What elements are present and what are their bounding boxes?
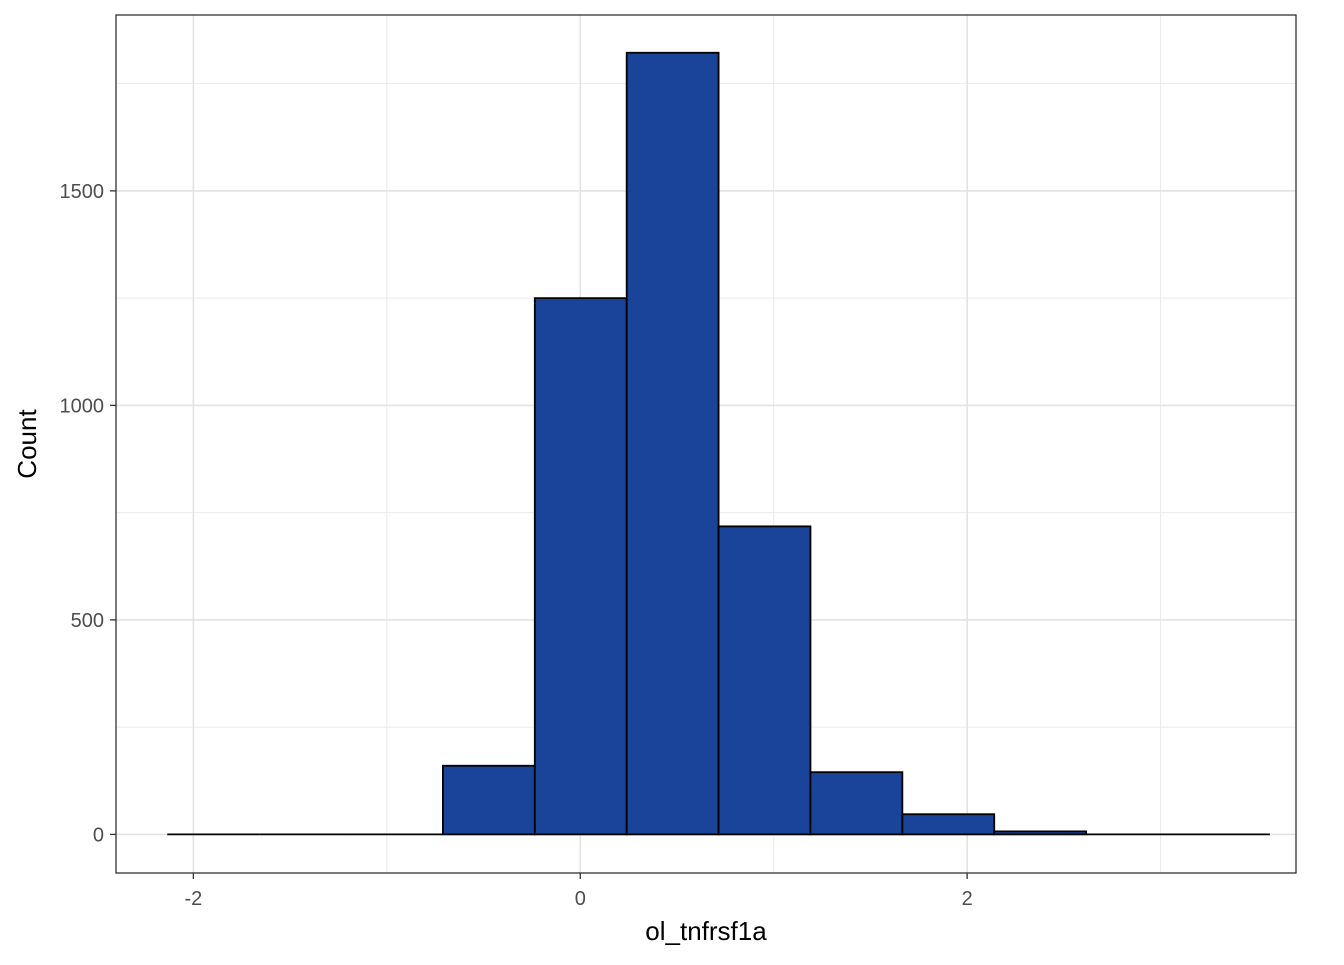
histogram-bar — [533, 297, 628, 836]
histogram-bar — [442, 764, 536, 836]
y-tick-label: 500 — [71, 610, 104, 632]
x-tick-label: 0 — [575, 888, 586, 910]
histogram-bars — [167, 51, 1270, 836]
x-tick-label: 2 — [962, 888, 973, 910]
histogram-bar — [625, 51, 720, 836]
x-axis-title: ol_tnfrsf1a — [645, 916, 767, 946]
histogram-bar — [901, 813, 996, 836]
histogram-bar — [809, 771, 904, 836]
panel-border — [115, 14, 1297, 874]
y-tick-label: 1500 — [60, 181, 105, 203]
y-tick-label: 1000 — [60, 395, 105, 417]
histogram-bar — [717, 525, 812, 836]
histogram-bar — [993, 830, 1088, 836]
y-axis-ticks: 0 500 1000 1500 — [60, 181, 116, 846]
x-tick-label: -2 — [184, 888, 202, 910]
y-tick-label: 0 — [93, 824, 104, 846]
x-axis-ticks: -2 0 2 — [184, 873, 973, 910]
y-axis-title: Count — [12, 409, 42, 479]
